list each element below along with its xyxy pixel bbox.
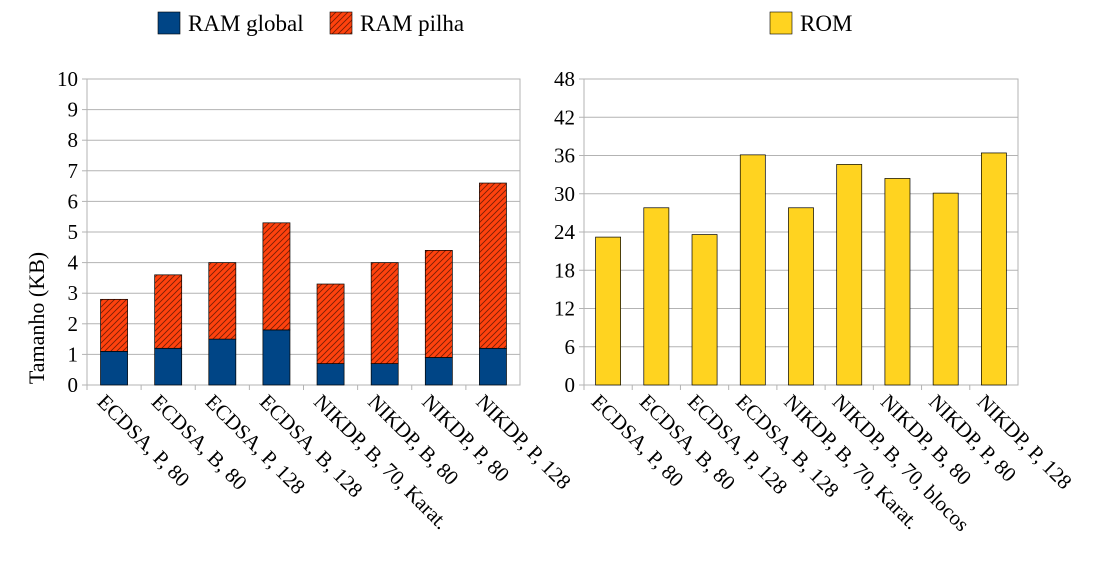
left-bar-ram-global-7 bbox=[424, 357, 453, 386]
left-y-tick-label: 3 bbox=[68, 281, 79, 305]
left-bar-ram-global-1 bbox=[100, 350, 128, 386]
right-bar-rom-9 bbox=[981, 152, 1007, 386]
legend-swatch-ram-pilha bbox=[329, 11, 353, 35]
right-y-tick-label: 48 bbox=[554, 67, 575, 91]
right-bar-rom-6 bbox=[836, 164, 863, 386]
right-y-tick-label: 0 bbox=[565, 373, 576, 397]
left-y-tick-label: 8 bbox=[68, 128, 79, 152]
left-y-tick-label: 0 bbox=[68, 373, 79, 397]
left-y-tick-label: 5 bbox=[68, 220, 79, 244]
left-y-tick-label: 7 bbox=[68, 159, 79, 183]
right-y-tick-label: 24 bbox=[554, 220, 576, 244]
legend-swatch-rom bbox=[769, 11, 793, 35]
left-y-tick-label: 2 bbox=[68, 312, 79, 336]
left-bar-ram-pilha-6 bbox=[370, 262, 399, 364]
legend-left: RAM global RAM pilha bbox=[157, 11, 464, 36]
left-bar-ram-pilha-7 bbox=[424, 250, 453, 358]
left-bar-ram-pilha-5 bbox=[316, 283, 345, 364]
left-y-tick-label: 9 bbox=[68, 98, 79, 122]
left-y-tick-label: 1 bbox=[68, 342, 79, 366]
left-bar-ram-global-4 bbox=[262, 329, 291, 386]
left-bar-ram-pilha-3 bbox=[208, 262, 237, 340]
left-chart-grid bbox=[86, 78, 521, 386]
left-y-tick-label: 10 bbox=[57, 67, 78, 91]
right-y-tick-label: 12 bbox=[554, 297, 575, 321]
right-y-tick-label: 6 bbox=[565, 335, 576, 359]
left-bar-ram-global-5 bbox=[316, 363, 345, 386]
right-bar-rom-3 bbox=[691, 234, 718, 386]
right-y-tick-label: 42 bbox=[554, 105, 575, 129]
right-y-tick-label: 18 bbox=[554, 258, 575, 282]
right-y-tick-label: 30 bbox=[554, 182, 575, 206]
right-y-tick-label: 36 bbox=[554, 144, 575, 168]
y-axis-label: Tamanho (KB) bbox=[24, 252, 49, 384]
legend-swatch-ram-global bbox=[157, 11, 181, 35]
right-bar-rom-7 bbox=[884, 178, 911, 386]
left-y-tick-label: 6 bbox=[68, 189, 79, 213]
legend-label-ram-pilha: RAM pilha bbox=[360, 11, 464, 36]
legend-label-rom: ROM bbox=[800, 11, 852, 36]
right-bar-rom-1 bbox=[595, 236, 621, 386]
left-bar-ram-pilha-4 bbox=[262, 222, 291, 331]
right-bar-rom-2 bbox=[643, 207, 670, 386]
left-bar-ram-pilha-2 bbox=[154, 274, 183, 349]
left-bar-ram-global-8 bbox=[479, 347, 507, 386]
right-bar-rom-4 bbox=[739, 154, 766, 386]
legend-right: ROM bbox=[769, 11, 852, 36]
left-chart-bars bbox=[100, 182, 507, 386]
left-bar-ram-global-6 bbox=[370, 363, 399, 386]
left-bar-ram-pilha-8 bbox=[479, 182, 507, 349]
legend-label-ram-global: RAM global bbox=[188, 11, 304, 36]
left-bar-ram-global-2 bbox=[154, 347, 183, 386]
right-chart-bars bbox=[595, 152, 1007, 386]
left-bar-ram-global-3 bbox=[208, 338, 237, 386]
right-bar-rom-8 bbox=[932, 192, 959, 386]
left-bar-ram-pilha-1 bbox=[100, 298, 128, 352]
right-bar-rom-5 bbox=[788, 207, 814, 386]
left-y-tick-label: 4 bbox=[68, 251, 79, 275]
